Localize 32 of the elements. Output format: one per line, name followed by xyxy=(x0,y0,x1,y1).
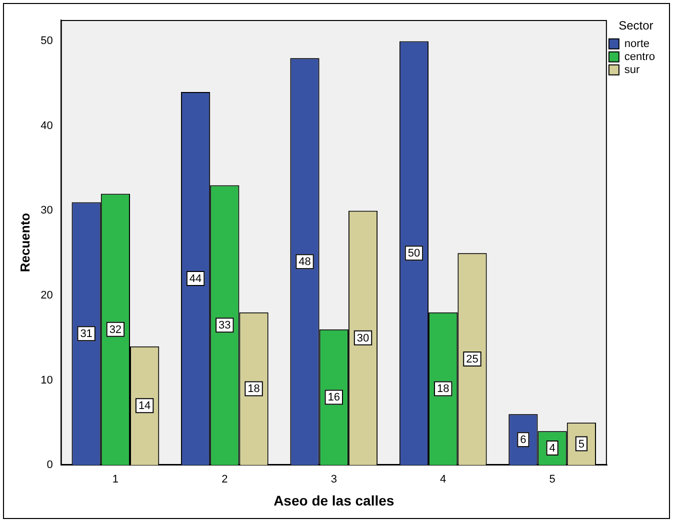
data-label: 25 xyxy=(466,354,478,366)
y-tick-label: 0 xyxy=(46,459,53,472)
x-tick-label: 2 xyxy=(222,474,228,486)
data-label: 4 xyxy=(549,442,556,455)
data-label: 32 xyxy=(109,324,122,336)
x-axis-title: Aseo de las calles xyxy=(274,492,394,508)
legend-label: centro xyxy=(624,50,656,63)
y-tick-label: 50 xyxy=(40,35,53,48)
data-label: 18 xyxy=(248,383,260,396)
data-label: 30 xyxy=(356,332,370,344)
data-label: 31 xyxy=(80,328,92,340)
y-tick-label: 40 xyxy=(40,120,53,132)
y-tick-label: 10 xyxy=(40,374,53,386)
data-label: 33 xyxy=(218,320,231,332)
legend-label: sur xyxy=(624,64,640,76)
data-label: 44 xyxy=(189,273,202,286)
x-tick-label: 1 xyxy=(112,474,119,486)
x-tick-label: 4 xyxy=(440,474,446,486)
data-label: 50 xyxy=(408,248,420,260)
data-label: 14 xyxy=(138,400,151,412)
x-tick-label: 3 xyxy=(330,474,337,486)
x-tick-label: 5 xyxy=(549,474,556,486)
legend-title: Sector xyxy=(618,18,654,32)
y-tick-label: 30 xyxy=(40,204,53,217)
y-tick-label: 20 xyxy=(40,290,53,302)
data-label: 16 xyxy=(328,392,340,404)
legend-label: norte xyxy=(624,38,650,50)
data-label: 48 xyxy=(298,256,311,268)
y-axis-title: Recuento xyxy=(17,212,32,272)
data-label: 18 xyxy=(436,383,450,396)
data-label: 6 xyxy=(520,434,526,446)
data-label: 5 xyxy=(578,438,585,450)
